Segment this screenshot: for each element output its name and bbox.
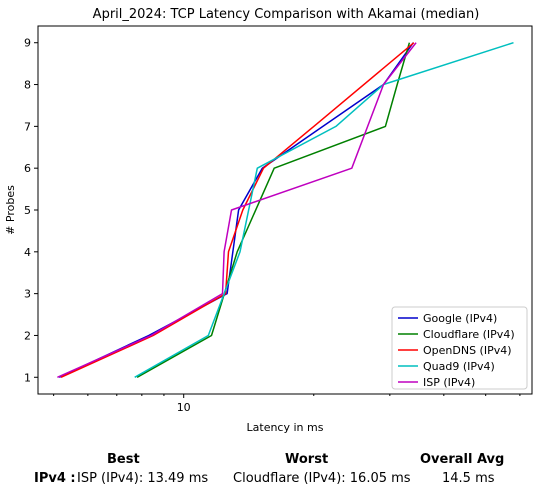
x-axis: 10 bbox=[53, 394, 521, 414]
series-line-1 bbox=[136, 42, 411, 378]
y-tick-label: 8 bbox=[24, 79, 31, 92]
y-tick-label: 9 bbox=[24, 37, 31, 50]
y-tick-label: 6 bbox=[24, 162, 31, 175]
legend-label: ISP (IPv4) bbox=[423, 376, 475, 389]
y-tick-label: 2 bbox=[24, 329, 31, 342]
series-line-0 bbox=[58, 42, 414, 378]
y-tick-label: 7 bbox=[24, 120, 31, 133]
legend-label: OpenDNS (IPv4) bbox=[423, 344, 512, 357]
x-axis-label: Latency in ms bbox=[247, 421, 324, 434]
y-tick-label: 5 bbox=[24, 204, 31, 217]
series-line-4 bbox=[57, 42, 417, 378]
y-tick-label: 1 bbox=[24, 371, 31, 384]
legend: Google (IPv4) Cloudflare (IPv4) OpenDNS (I… bbox=[391, 306, 528, 390]
series-line-2 bbox=[60, 42, 415, 378]
legend-box bbox=[391, 306, 528, 390]
series-layer bbox=[57, 41, 514, 378]
x-tick-label: 10 bbox=[177, 401, 191, 414]
legend-label: Cloudflare (IPv4) bbox=[423, 328, 515, 341]
legend-label: Quad9 (IPv4) bbox=[423, 360, 495, 373]
y-axis-label: # Probes bbox=[4, 185, 17, 235]
y-tick-label: 4 bbox=[24, 246, 31, 259]
y-axis: 1 2 3 4 5 6 7 8 9 bbox=[24, 37, 38, 384]
legend-label: Google (IPv4) bbox=[423, 312, 497, 325]
chart-title: April_2024: TCP Latency Comparison with … bbox=[93, 7, 480, 22]
y-tick-label: 3 bbox=[24, 288, 31, 301]
